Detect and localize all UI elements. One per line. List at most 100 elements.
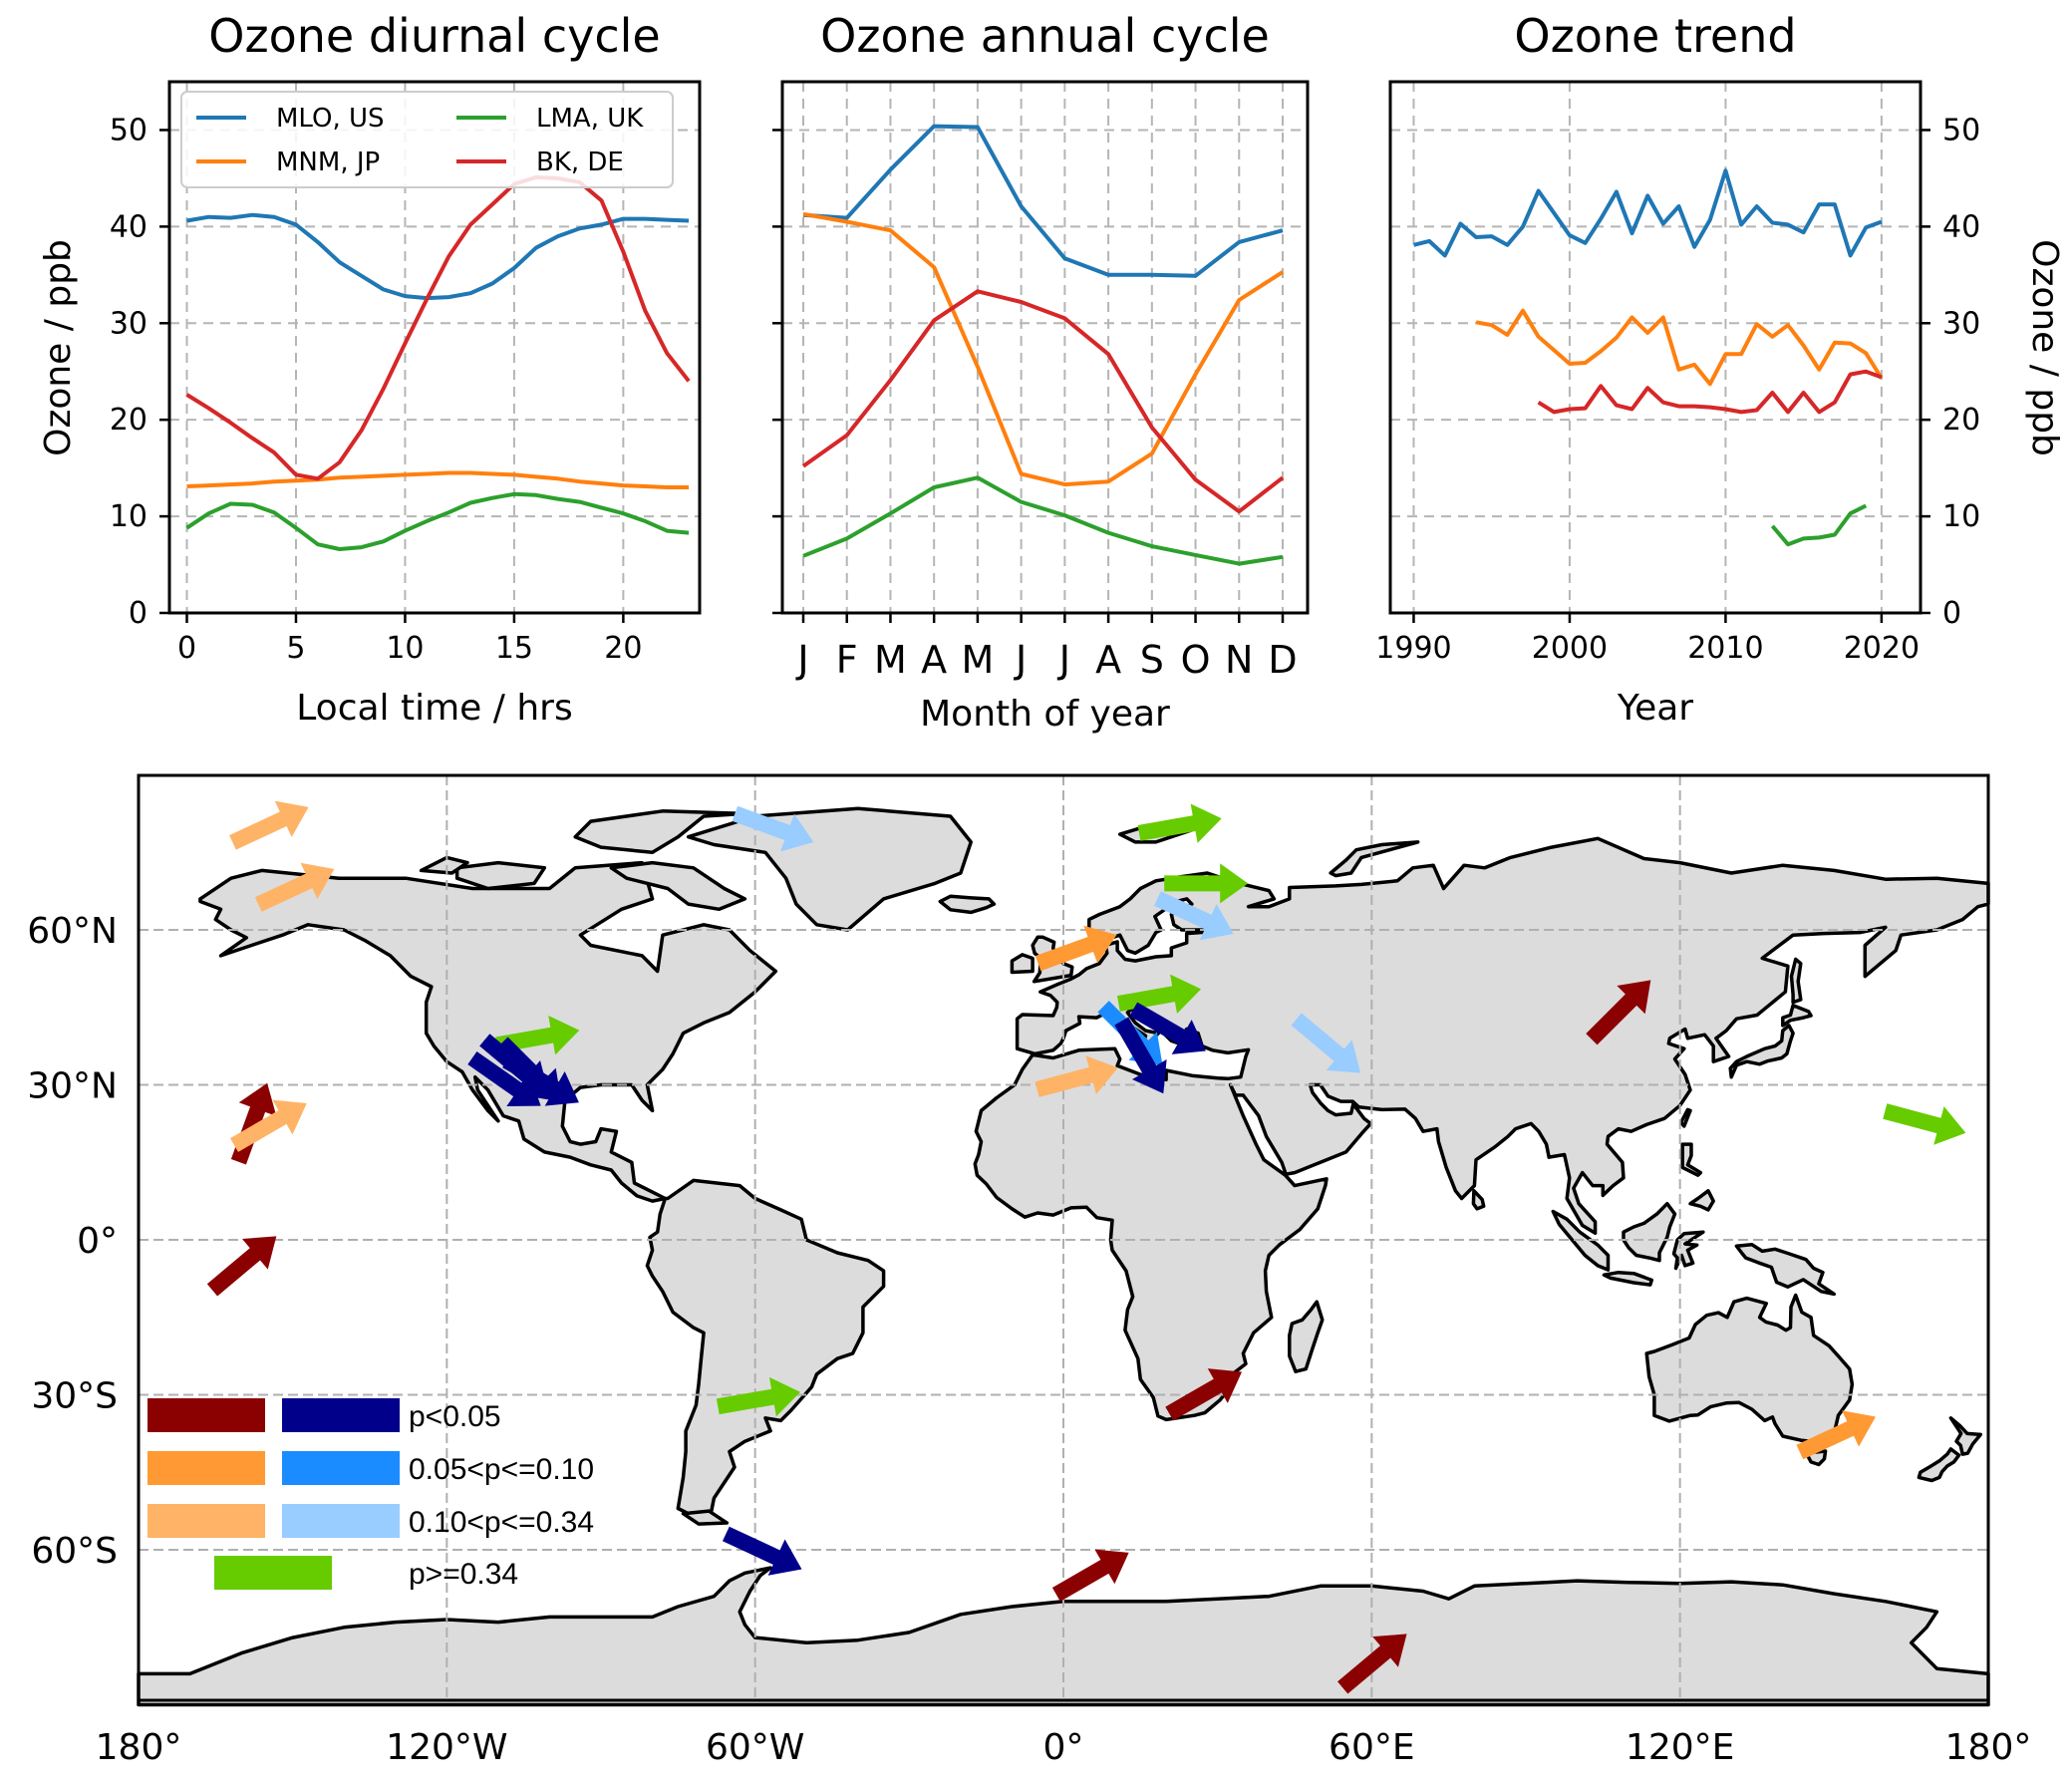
y-tick-label: 20: [110, 403, 148, 438]
series-line-mnm: [802, 211, 1285, 487]
legend-label: p>=0.34: [409, 1558, 518, 1591]
landmass-hokkaido: [1781, 1003, 1813, 1028]
series-line-mnm: [186, 470, 690, 489]
arrow-shape: [732, 805, 814, 852]
x-tick-label: 10: [386, 631, 424, 666]
legend-label: 0.10<p<=0.34: [409, 1506, 594, 1539]
landmass-new-guinea: [1734, 1242, 1837, 1297]
landmass-africa-eurasia: [973, 836, 1990, 1422]
legend-swatch-light-blue: [282, 1504, 400, 1538]
landmass-sulawesi: [1671, 1230, 1705, 1271]
longitude-label: 180°: [96, 1727, 182, 1768]
series-line-lma: [802, 475, 1284, 566]
y-tick-label: 0: [1942, 596, 1961, 631]
arrow-shape: [1137, 803, 1222, 843]
month-tick-label: F: [836, 638, 858, 682]
trend-arrow-navy: [1129, 1002, 1206, 1054]
series-line-bk: [1537, 369, 1883, 415]
arrow-shape: [1154, 891, 1234, 941]
landmass-victoria-island: [454, 860, 547, 891]
arrow-shape: [254, 862, 335, 912]
landmass-borneo: [1622, 1201, 1677, 1263]
arrow-shape: [1129, 1002, 1206, 1054]
panel-title: Ozone diurnal cycle: [208, 9, 660, 63]
arrow-shape: [1035, 925, 1117, 972]
arrow-shape: [1796, 1410, 1876, 1460]
landmass-new-zealand-north: [1948, 1416, 1983, 1456]
landmass-java: [1602, 1270, 1654, 1287]
x-axis-label: Year: [1617, 688, 1693, 729]
trend-arrow-light-blue: [1154, 891, 1234, 941]
arrow-shape: [229, 1099, 307, 1152]
landmass-baffin-island: [609, 860, 747, 912]
longitude-label: 120°W: [386, 1727, 507, 1768]
trend-arrow-dark-red: [1051, 1549, 1129, 1602]
trend-arrow-light-orange: [1035, 1055, 1118, 1097]
month-tick-label: O: [1181, 638, 1211, 682]
latitude-label: 60°S: [31, 1531, 118, 1572]
latitude-label: 0°: [77, 1221, 118, 1262]
month-tick-label: J: [795, 638, 808, 682]
landmass-philippines-luzon: [1680, 1142, 1703, 1177]
legend-swatch-dark-red: [148, 1398, 265, 1432]
x-tick-label: 1990: [1375, 631, 1451, 666]
landmass-sakhalin: [1789, 957, 1803, 1005]
month-tick-label: M: [874, 638, 907, 682]
trend-arrow-dark-red: [206, 1236, 277, 1297]
plot-frame: [167, 80, 702, 615]
y-tick-label: 0: [129, 596, 148, 631]
series-line-bk: [801, 289, 1285, 514]
landmass-tierra-del-fuego: [681, 1509, 730, 1526]
arrow-shape: [1165, 1368, 1243, 1421]
y-tick-label: 10: [1942, 499, 1980, 534]
arrow-shape: [1164, 863, 1249, 904]
arrow-shape: [722, 1526, 802, 1576]
legend-label: p<0.05: [409, 1400, 501, 1433]
latitude-label: 30°S: [31, 1376, 118, 1417]
y-tick-label: 30: [110, 306, 148, 341]
landmass-novaya-zemlya: [1329, 840, 1420, 878]
x-tick-label: 2020: [1844, 631, 1920, 666]
series-line-lma: [185, 491, 690, 551]
trend-arrow-light-blue: [1291, 1013, 1361, 1073]
x-axis-label: Local time / hrs: [296, 688, 572, 729]
legend-label: 0.05<p<=0.10: [409, 1453, 594, 1486]
plot-frame: [780, 80, 1310, 615]
x-tick-label: 20: [604, 631, 642, 666]
series-line-mlo: [1413, 168, 1883, 258]
arrow-shape: [502, 1053, 579, 1106]
diurnal-panel: 0 5 10 15 20 0 10 20 30 40 50 Ozone diurnal cycle Lo…: [38, 9, 702, 729]
landmass-north-america: [198, 860, 778, 1203]
legend-label: BK, DE: [536, 148, 624, 177]
trend-arrow-navy: [467, 1050, 541, 1107]
map-frame: [137, 773, 1990, 1702]
y-tick-label: 20: [1942, 403, 1980, 438]
landmass-new-zealand-south: [1917, 1447, 1961, 1483]
month-tick-label: J: [1057, 638, 1070, 682]
y-tick-label: 50: [110, 113, 148, 148]
trend-panel: 1990 2000 2010 2020 0 10 20 30 40 50 Ozone trend Ye…: [1375, 9, 2065, 729]
arrow-shape: [1586, 980, 1651, 1045]
series-line-lma: [1770, 503, 1868, 547]
month-tick-label: N: [1225, 638, 1253, 682]
legend-swatch-green: [214, 1556, 332, 1590]
trend-arrow-green: [716, 1376, 801, 1417]
longitude-label: 60°W: [706, 1727, 804, 1768]
series-line-mlo: [802, 124, 1284, 278]
x-tick-label: 0: [177, 631, 196, 666]
x-tick-label: 15: [495, 631, 533, 666]
arrow-shape: [1337, 1634, 1407, 1694]
trend-arrow-dark-red: [1586, 980, 1651, 1045]
arrow-shape: [1035, 1055, 1118, 1097]
landmass-greenland: [686, 806, 973, 932]
arrow-shape: [467, 1050, 541, 1107]
y-tick-label: 40: [110, 209, 148, 244]
month-tick-label: S: [1140, 638, 1164, 682]
legend-swatch-navy: [282, 1398, 400, 1432]
x-tick-label: 2010: [1687, 631, 1763, 666]
series-line-mlo: [186, 212, 690, 301]
arrow-shape: [1291, 1013, 1361, 1073]
legend-swatch-light-orange: [148, 1504, 265, 1538]
trend-arrow-green: [1883, 1103, 1966, 1145]
latitude-label: 30°N: [27, 1066, 118, 1107]
